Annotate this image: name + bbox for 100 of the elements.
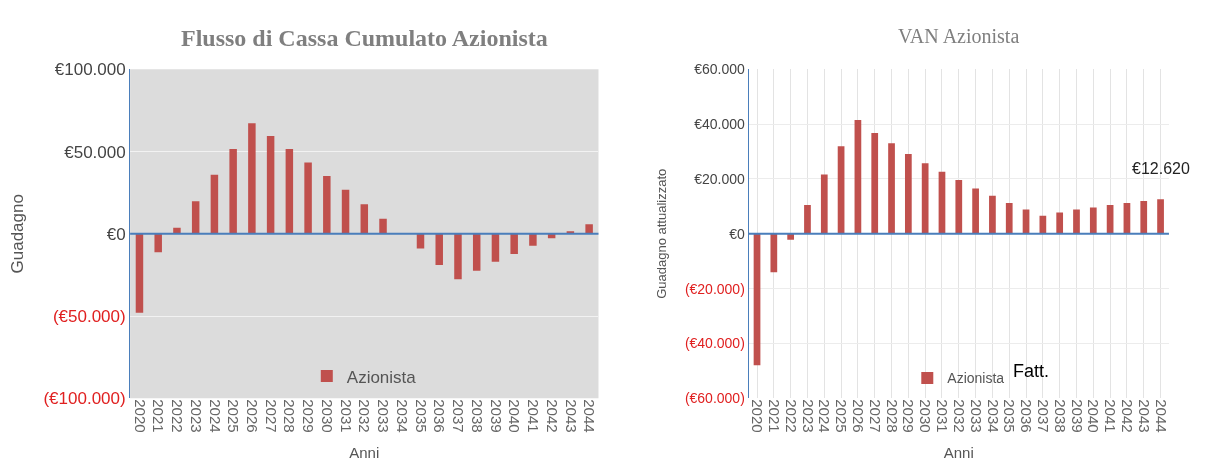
bar <box>888 143 895 234</box>
bar <box>1056 212 1064 234</box>
x-tick-label: 2033 <box>375 399 393 433</box>
x-tick-label: 2044 <box>1152 399 1170 433</box>
x-tick-label: 2037 <box>450 399 468 433</box>
x-tick-label: 2024 <box>816 399 834 433</box>
x-tick-label: 2033 <box>967 399 985 433</box>
x-tick-label: 2035 <box>1001 399 1019 433</box>
x-tick-label: 2021 <box>150 399 168 433</box>
x-tick-label: 2041 <box>1102 399 1120 433</box>
bar <box>921 163 929 234</box>
x-tick-label: 2041 <box>525 399 543 433</box>
y-tick-label: (€100.000) <box>43 389 126 409</box>
x-tick-label: 2039 <box>487 399 505 433</box>
bar <box>972 188 979 234</box>
x-tick-label: 2032 <box>356 399 374 433</box>
x-tick-label: 2027 <box>866 399 884 433</box>
x-tick-label: 2038 <box>468 399 486 433</box>
bar <box>955 180 963 234</box>
y-tick-label: €100.000 <box>54 60 126 80</box>
x-tick-label: 2032 <box>950 399 968 433</box>
bar <box>454 233 462 280</box>
x-tick-label: 2031 <box>934 399 952 433</box>
x-tick-label: 2026 <box>850 399 868 433</box>
bar <box>266 136 275 234</box>
x-tick-label: 2036 <box>1018 399 1036 433</box>
x-tick-label: 2022 <box>169 399 187 433</box>
x-tick-label: 2028 <box>281 399 299 433</box>
y-tick-label: (€50.000) <box>52 306 126 326</box>
bar <box>1073 209 1080 234</box>
bar <box>904 154 912 234</box>
bar <box>804 205 811 234</box>
bar <box>154 233 162 253</box>
chart-title: VAN Azionista <box>898 25 1020 47</box>
x-tick-label: 2042 <box>543 399 561 433</box>
legend-label: Azionista <box>947 370 1005 387</box>
x-tick-label: 2043 <box>1135 399 1153 433</box>
bar <box>285 149 294 234</box>
y-axis-title: Guadagno attualizzato <box>653 168 669 299</box>
bar <box>472 233 481 271</box>
x-tick-label: 2025 <box>225 399 243 433</box>
bar <box>191 201 200 234</box>
x-tick-label: 2023 <box>799 399 817 433</box>
x-tick-label: 2020 <box>131 399 149 433</box>
x-tick-label: 2034 <box>393 399 411 433</box>
x-axis-title: Anni <box>943 443 974 461</box>
x-tick-label: 2037 <box>1034 399 1052 433</box>
bar <box>360 204 369 234</box>
bar <box>323 175 331 234</box>
y-tick-label: (€40.000) <box>684 335 745 352</box>
data-label: €12.620 <box>1132 160 1190 177</box>
bar <box>341 189 350 234</box>
x-tick-label: 2030 <box>917 399 935 433</box>
y-tick-label: €60.000 <box>694 61 746 78</box>
x-tick-label: 2031 <box>337 399 355 433</box>
x-tick-label: 2026 <box>244 399 262 433</box>
y-tick-label: (€20.000) <box>684 280 745 297</box>
x-tick-label: 2023 <box>187 399 205 433</box>
y-tick-label: €20.000 <box>694 170 746 187</box>
bar <box>820 174 828 234</box>
bar <box>1140 200 1148 234</box>
chart-title: Flusso di Cassa Cumulato Azionista <box>181 25 548 51</box>
bar <box>210 174 219 234</box>
x-tick-label: 2043 <box>562 399 580 433</box>
y-tick-label: €0 <box>106 224 126 244</box>
bar <box>510 233 518 255</box>
x-tick-label: 2034 <box>984 399 1002 433</box>
x-tick-label: 2036 <box>431 399 449 433</box>
y-tick-label: €40.000 <box>694 116 746 133</box>
x-tick-label: 2025 <box>833 399 851 433</box>
annotation: Fatt. <box>1013 361 1050 381</box>
bar <box>1157 199 1164 234</box>
bar <box>135 233 144 313</box>
bar <box>304 162 312 234</box>
bar <box>491 233 500 262</box>
bar <box>1089 207 1097 234</box>
bar <box>529 233 537 246</box>
bar <box>1005 203 1013 234</box>
bar <box>248 123 256 234</box>
x-axis-title: Anni <box>349 443 380 461</box>
x-tick-label: 2030 <box>318 399 336 433</box>
x-tick-label: 2040 <box>506 399 524 433</box>
bar <box>585 224 593 234</box>
x-tick-label: 2021 <box>765 399 783 433</box>
x-tick-label: 2040 <box>1085 399 1103 433</box>
x-tick-label: 2020 <box>749 399 767 433</box>
x-tick-label: 2022 <box>782 399 800 433</box>
x-tick-label: 2024 <box>206 399 224 433</box>
bar <box>989 195 996 234</box>
x-tick-label: 2038 <box>1051 399 1069 433</box>
x-tick-label: 2029 <box>300 399 318 433</box>
bar <box>435 233 443 266</box>
x-tick-label: 2028 <box>883 399 901 433</box>
y-axis-title: Guadagno <box>8 194 28 274</box>
x-tick-label: 2039 <box>1068 399 1086 433</box>
bar <box>229 149 237 234</box>
y-tick-label: €0 <box>729 225 746 242</box>
y-tick-label: (€60.000) <box>684 390 745 407</box>
y-tick-label: €50.000 <box>64 142 126 162</box>
bar <box>770 233 778 273</box>
